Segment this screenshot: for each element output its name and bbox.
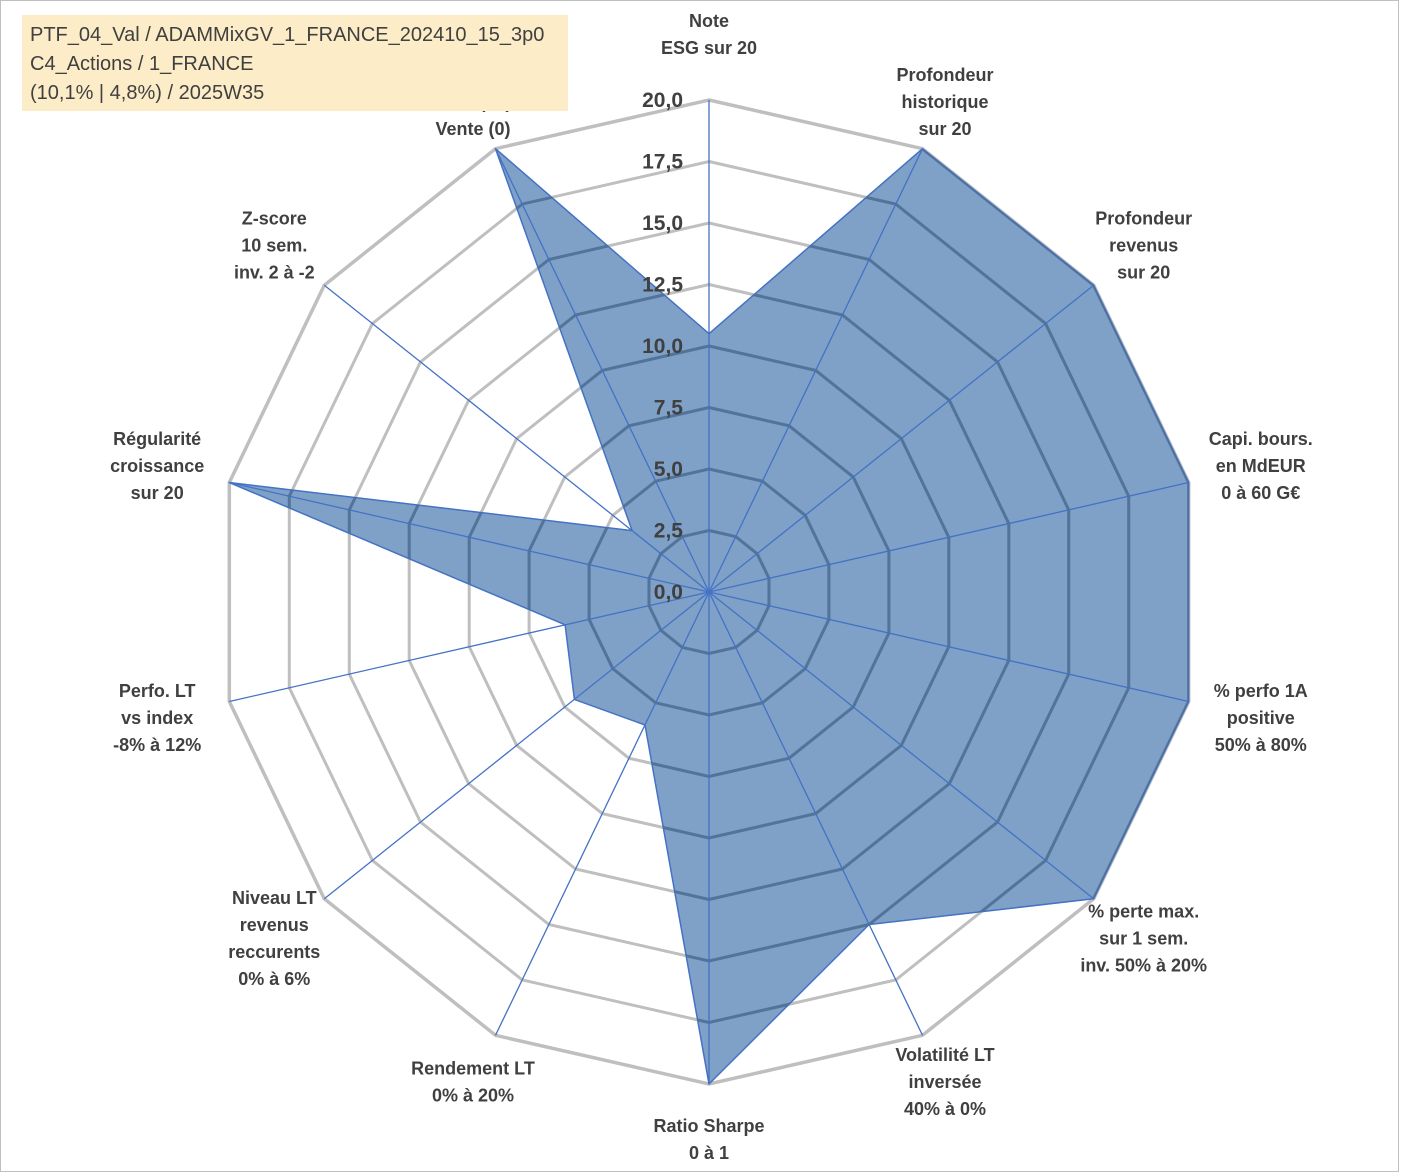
radar-axis-label-line: 0 à 60 G€ xyxy=(1221,483,1300,503)
radar-tick-label: 17,5 xyxy=(642,151,683,174)
radar-spoke xyxy=(708,591,924,1036)
radar-axis-label-line: Ratio Sharpe xyxy=(653,1116,764,1136)
radar-axis-label-line: Z-score xyxy=(242,208,307,228)
radar-spoke xyxy=(323,284,710,593)
radar-spoke xyxy=(229,481,710,593)
radar-axis-label-line: revenus xyxy=(1109,235,1178,255)
radar-spoke xyxy=(494,591,710,1036)
radar-axis-label: % perte max. sur 1 sem. inv. 50% à 20% xyxy=(1080,902,1207,976)
radar-axis-label: Volatilité LT inversée 40% à 0% xyxy=(895,1045,994,1119)
radar-axis-label-line: Volatilité LT xyxy=(895,1045,994,1065)
radar-axis-label-line: sur 20 xyxy=(131,483,184,503)
radar-tick-label: 0,0 xyxy=(654,581,683,604)
radar-axis-label-line: Niveau LT xyxy=(232,888,317,908)
radar-axis-label-line: Note xyxy=(689,11,729,31)
radar-axis-label-line: Perfo. LT xyxy=(119,681,196,701)
radar-axis-label-line: 50% à 80% xyxy=(1215,735,1307,755)
radar-axis-label-line: inversée xyxy=(908,1072,981,1092)
radar-tick-label: 2,5 xyxy=(654,520,684,543)
radar-axis-label-line: Profondeur xyxy=(897,65,994,85)
radar-axis-label: Z-score 10 sem. inv. 2 à -2 xyxy=(234,208,315,282)
radar-axis-label-line: sur 20 xyxy=(918,119,971,139)
radar-axis-label-line: Profondeur xyxy=(1095,208,1192,228)
radar-axis-label-line: Régularité xyxy=(113,429,201,449)
radar-axis-label: Rendement LT 0% à 20% xyxy=(411,1059,535,1106)
radar-axis-label-line: 0% à 6% xyxy=(238,969,310,989)
radar-spoke xyxy=(708,284,1095,593)
radar-tick-label: 12,5 xyxy=(642,274,683,297)
radar-axis-label-line: historique xyxy=(901,92,988,112)
radar-axis-label-line: -8% à 12% xyxy=(113,735,201,755)
portfolio-info-line-3: (10,1% | 4,8%) / 2025W35 xyxy=(30,82,265,104)
radar-axis-label-line: sur 20 xyxy=(1117,262,1170,282)
radar-axis-label-line: Capi. bours. xyxy=(1209,429,1313,449)
radar-spoke xyxy=(494,148,710,593)
radar-axis-label: % perfo 1A positive 50% à 80% xyxy=(1214,681,1308,755)
radar-ticks: 0,0 2,5 5,0 7,5 10,0 12,5 15,0 17,5 20,0 xyxy=(642,89,683,604)
radar-axis-label-line: % perte max. xyxy=(1088,902,1199,922)
radar-axis-label: Niveau LT revenus reccurents 0% à 6% xyxy=(228,888,320,989)
radar-axis-label-line: 0% à 20% xyxy=(432,1086,514,1106)
radar-spoke xyxy=(323,591,710,900)
radar-axis-label-line: inv. 50% à 20% xyxy=(1080,956,1207,976)
radar-axis-label-line: 0 à 1 xyxy=(689,1143,729,1163)
radar-axis-label-line: revenus xyxy=(240,915,309,935)
radar-axis-label-line: vs index xyxy=(121,708,193,728)
radar-axis-label-line: en MdEUR xyxy=(1216,456,1306,476)
radar-axis-label-line: % perfo 1A xyxy=(1214,681,1308,701)
radar-axis-label-line: sur 1 sem. xyxy=(1099,929,1188,949)
radar-axis-label-line: Rendement LT xyxy=(411,1059,535,1079)
radar-axis-label-line: Vente (0) xyxy=(435,119,510,139)
radar-axis-label: Profondeur historique sur 20 xyxy=(897,65,994,139)
radar-tick-label: 20,0 xyxy=(642,89,683,112)
portfolio-info-line-2: C4_Actions / 1_FRANCE xyxy=(30,53,254,75)
portfolio-info-line-1: PTF_04_Val / ADAMMixGV_1_FRANCE_202410_1… xyxy=(30,24,545,46)
radar-tick-label: 5,0 xyxy=(654,458,683,481)
radar-spoke xyxy=(708,591,1189,703)
portfolio-info-box: PTF_04_Val / ADAMMixGV_1_FRANCE_202410_1… xyxy=(22,15,568,111)
radar-axis-label: Profondeur revenus sur 20 xyxy=(1095,208,1192,282)
radar-spoke xyxy=(708,591,1095,900)
radar-axis-label-line: ESG sur 20 xyxy=(661,38,757,58)
radar-axis-label: Régularité croissance sur 20 xyxy=(110,429,204,503)
radar-axis-label: Capi. bours. en MdEUR 0 à 60 G€ xyxy=(1209,429,1313,503)
radar-axis-label: Ratio Sharpe 0 à 1 xyxy=(653,1116,764,1163)
radar-axis-label-line: 10 sem. xyxy=(241,235,307,255)
radar-tick-label: 15,0 xyxy=(642,212,683,235)
radar-spoke xyxy=(708,148,924,593)
radar-tick-label: 7,5 xyxy=(654,397,684,420)
radar-axis-label-line: inv. 2 à -2 xyxy=(234,262,315,282)
radar-spoke xyxy=(708,481,1189,593)
radar-axis-label: Note ESG sur 20 xyxy=(661,11,757,58)
radar-axis-label-line: croissance xyxy=(110,456,204,476)
radar-axis-label: Perfo. LT vs index -8% à 12% xyxy=(113,681,201,755)
radar-spoke xyxy=(229,591,710,703)
radar-axis-labels: Note ESG sur 20 Profondeur historique sur 20… xyxy=(110,11,1313,1163)
radar-tick-label: 10,0 xyxy=(642,335,683,358)
radar-axis-label-line: 40% à 0% xyxy=(904,1099,986,1119)
radar-axis-label-line: reccurents xyxy=(228,942,320,962)
radar-axis-label-line: positive xyxy=(1227,708,1295,728)
